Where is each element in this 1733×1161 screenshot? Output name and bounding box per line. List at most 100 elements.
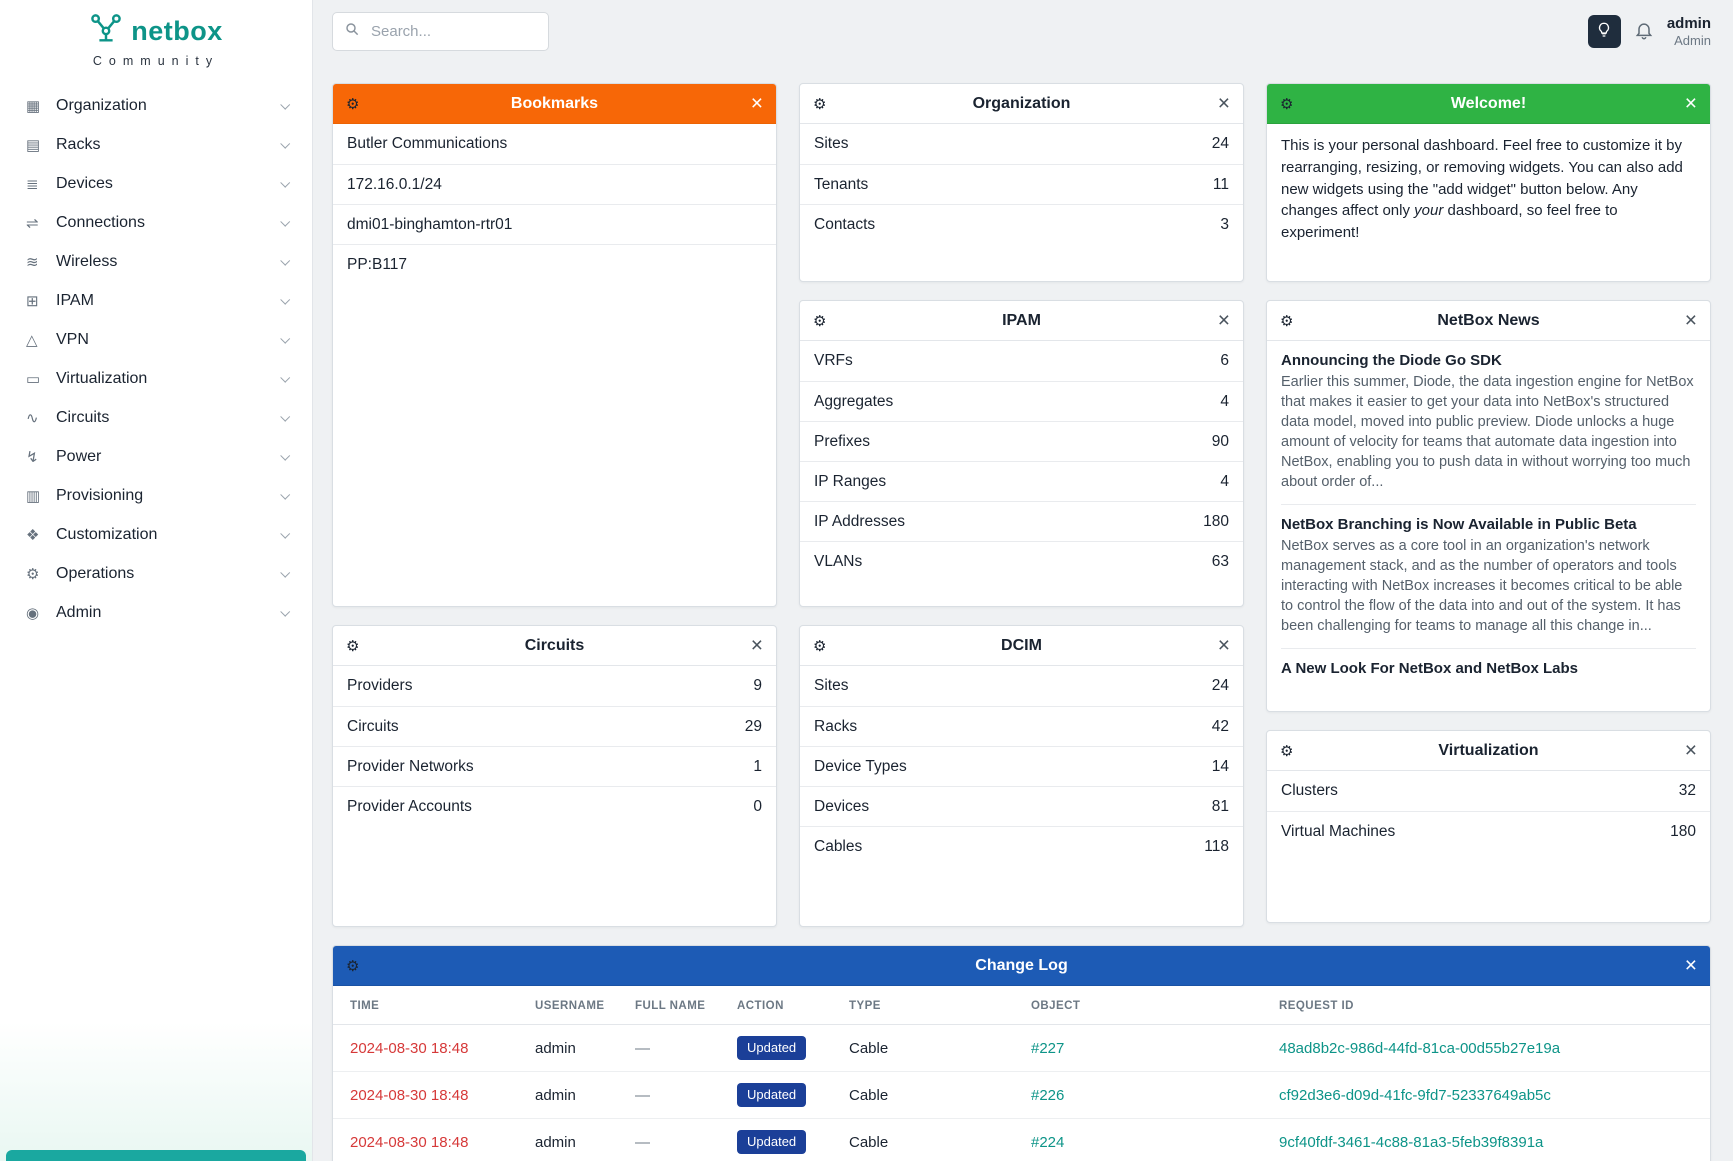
stat-value: 4 — [1220, 472, 1229, 490]
gear-icon[interactable]: ⚙ — [813, 95, 827, 113]
bookmark-item[interactable]: dmi01-binghamton-rtr01 — [333, 204, 776, 244]
column-header-request-id: REQUEST ID — [1269, 986, 1710, 1025]
gear-icon[interactable]: ⚙ — [813, 637, 827, 655]
stat-value: 118 — [1204, 837, 1229, 855]
stat-label[interactable]: Circuits — [347, 717, 399, 735]
gear-icon[interactable]: ⚙ — [346, 957, 360, 975]
close-icon[interactable]: × — [1684, 954, 1697, 977]
widget-title: Virtualization — [1438, 741, 1539, 759]
stat-label[interactable]: VLANs — [814, 552, 863, 570]
close-icon[interactable]: × — [1217, 634, 1230, 657]
changelog-full-name: — — [635, 1039, 650, 1057]
close-icon[interactable]: × — [1684, 309, 1697, 332]
changelog-object-link[interactable]: #224 — [1031, 1133, 1065, 1151]
notifications-button[interactable] — [1634, 20, 1654, 43]
widget-welcome: ⚙ Welcome! × This is your personal dashb… — [1266, 83, 1711, 282]
news-article-title[interactable]: NetBox Branching is Now Available in Pub… — [1281, 516, 1637, 533]
stat-label[interactable]: Tenants — [814, 175, 869, 193]
stat-label[interactable]: IP Ranges — [814, 472, 887, 490]
ipam-icon: ⊞ — [26, 292, 39, 310]
stat-label[interactable]: Prefixes — [814, 432, 870, 450]
close-icon[interactable]: × — [750, 634, 763, 657]
changelog-time-link[interactable]: 2024-08-30 18:48 — [350, 1039, 469, 1057]
close-icon[interactable]: × — [1684, 739, 1697, 762]
changelog-request-id-link[interactable]: 48ad8b2c-986d-44fd-81ca-00d55b27e19a — [1279, 1039, 1561, 1057]
stat-label[interactable]: Sites — [814, 135, 849, 152]
stat-label[interactable]: Providers — [347, 677, 413, 694]
table-row: 2024-08-30 18:48 admin — Updated Cable #… — [333, 1024, 1710, 1072]
sidebar-item-wireless[interactable]: ≋ Wireless — [0, 242, 312, 281]
stat-label[interactable]: Provider Networks — [347, 757, 474, 775]
chevron-down-icon — [280, 528, 291, 539]
widget-netbox-news: ⚙ NetBox News × Announcing the Diode Go … — [1266, 300, 1711, 712]
sidebar-bottom-accent — [6, 1150, 306, 1161]
column-header-object: OBJECT — [1021, 986, 1269, 1025]
changelog-object-link[interactable]: #227 — [1031, 1039, 1065, 1057]
connections-icon: ⇌ — [26, 214, 39, 232]
action-badge: Updated — [737, 1130, 807, 1154]
stat-row: Prefixes 90 — [800, 421, 1243, 461]
stat-label[interactable]: Devices — [814, 797, 870, 815]
gear-icon[interactable]: ⚙ — [346, 95, 360, 113]
sidebar-item-customization[interactable]: ❖ Customization — [0, 515, 312, 554]
sidebar-item-admin[interactable]: ◉ Admin — [0, 593, 312, 632]
gear-icon[interactable]: ⚙ — [346, 637, 360, 655]
widget-virtualization: ⚙ Virtualization × Clusters 32 Virtual M… — [1266, 730, 1711, 923]
stat-label[interactable]: Aggregates — [814, 392, 894, 410]
widget-title: IPAM — [1002, 311, 1041, 329]
sidebar-item-circuits[interactable]: ∿ Circuits — [0, 398, 312, 437]
sidebar-item-operations[interactable]: ⚙ Operations — [0, 554, 312, 593]
sidebar-item-virtualization[interactable]: ▭ Virtualization — [0, 359, 312, 398]
close-icon[interactable]: × — [1684, 92, 1697, 115]
changelog-request-id-link[interactable]: 9cf40fdf-3461-4c88-81a3-5feb39f8391a — [1279, 1133, 1544, 1151]
sidebar-item-power[interactable]: ↯ Power — [0, 437, 312, 476]
gear-icon[interactable]: ⚙ — [1280, 312, 1294, 330]
changelog-time-link[interactable]: 2024-08-30 18:48 — [350, 1086, 469, 1104]
user-menu[interactable]: admin Admin — [1667, 15, 1711, 48]
stat-label[interactable]: Racks — [814, 717, 858, 735]
stat-label[interactable]: Cables — [814, 837, 863, 855]
stat-label[interactable]: IP Addresses — [814, 512, 906, 530]
gear-icon[interactable]: ⚙ — [1280, 742, 1294, 760]
changelog-time-link[interactable]: 2024-08-30 18:48 — [350, 1133, 469, 1151]
bookmark-item[interactable]: 172.16.0.1/24 — [333, 164, 776, 204]
stat-label[interactable]: Contacts — [814, 215, 876, 233]
sidebar-item-connections[interactable]: ⇌ Connections — [0, 203, 312, 242]
sidebar-item-organization[interactable]: ▦ Organization — [0, 86, 312, 125]
bookmark-item[interactable]: Butler Communications — [347, 135, 508, 152]
action-badge: Updated — [737, 1083, 807, 1107]
close-icon[interactable]: × — [750, 92, 763, 115]
chevron-down-icon — [280, 99, 291, 110]
stat-label[interactable]: Provider Accounts — [347, 797, 472, 815]
stat-label[interactable]: Clusters — [1281, 782, 1338, 799]
main-area: admin Admin ⚙ Bookmarks × Butler Communi… — [313, 0, 1733, 1161]
sidebar-item-provisioning[interactable]: ▥ Provisioning — [0, 476, 312, 515]
sidebar-item-vpn[interactable]: △ VPN — [0, 320, 312, 359]
changelog-request-id-link[interactable]: cf92d3e6-d09d-41fc-9fd7-52337649ab5c — [1279, 1086, 1551, 1104]
chevron-down-icon — [280, 294, 291, 305]
close-icon[interactable]: × — [1217, 92, 1230, 115]
chevron-down-icon — [280, 255, 291, 266]
close-icon[interactable]: × — [1217, 309, 1230, 332]
changelog-object-link[interactable]: #226 — [1031, 1086, 1065, 1104]
search-input[interactable] — [369, 22, 537, 41]
sidebar-item-racks[interactable]: ▤ Racks — [0, 125, 312, 164]
stat-row: Tenants 11 — [800, 164, 1243, 204]
stat-label[interactable]: Virtual Machines — [1281, 822, 1396, 840]
theme-toggle-button[interactable] — [1587, 15, 1621, 48]
search-box[interactable] — [332, 12, 549, 51]
brand-name[interactable]: netbox — [131, 16, 223, 46]
changelog-type: Cable — [849, 1086, 889, 1104]
gear-icon[interactable]: ⚙ — [1280, 95, 1294, 113]
news-article-title[interactable]: Announcing the Diode Go SDK — [1281, 352, 1502, 369]
operations-icon: ⚙ — [26, 565, 40, 583]
sidebar-item-devices[interactable]: ≣ Devices — [0, 164, 312, 203]
stat-label[interactable]: Device Types — [814, 757, 907, 775]
sidebar-item-ipam[interactable]: ⊞ IPAM — [0, 281, 312, 320]
bookmark-item[interactable]: PP:B117 — [333, 244, 776, 284]
admin-icon: ◉ — [26, 604, 40, 622]
news-article-title[interactable]: A New Look For NetBox and NetBox Labs — [1281, 660, 1578, 677]
stat-label[interactable]: VRFs — [814, 352, 853, 369]
gear-icon[interactable]: ⚙ — [813, 312, 827, 330]
stat-label[interactable]: Sites — [814, 677, 849, 694]
